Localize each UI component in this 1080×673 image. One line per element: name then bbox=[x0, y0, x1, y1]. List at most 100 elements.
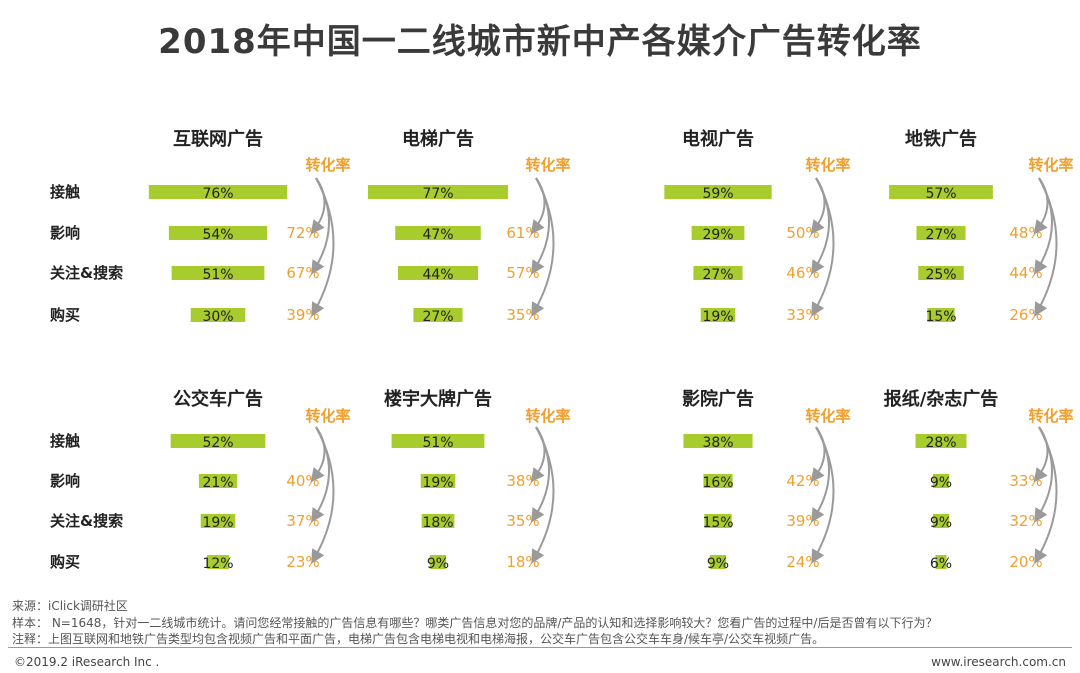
bar bbox=[198, 474, 238, 488]
footer-note: 注释：上图互联网和地铁广告类型均包含视频广告和平面广告，电梯广告包含电梯电视和电… bbox=[12, 632, 825, 646]
panel-title: 公交车广告 bbox=[173, 388, 263, 410]
bar-value-label: 12% bbox=[202, 556, 233, 572]
bar-value-label: 27% bbox=[702, 267, 733, 283]
bar bbox=[421, 514, 455, 528]
bar-value-label: 19% bbox=[422, 475, 453, 491]
bar bbox=[395, 226, 481, 240]
bar-value-label: 57% bbox=[925, 186, 956, 202]
bar-value-label: 54% bbox=[202, 227, 233, 243]
category-label: 关注&搜索 bbox=[50, 512, 123, 530]
bar bbox=[704, 514, 732, 528]
bar bbox=[918, 266, 964, 280]
bar bbox=[170, 434, 266, 448]
bar-value-label: 29% bbox=[702, 227, 733, 243]
conversion-value: 50% bbox=[786, 224, 819, 242]
bar bbox=[168, 226, 268, 240]
bar-value-label: 28% bbox=[925, 435, 956, 451]
bar-value-label: 9% bbox=[427, 556, 449, 572]
conversion-arrow bbox=[811, 177, 835, 317]
website-url: www.iresearch.com.cn bbox=[931, 655, 1066, 669]
bar-value-label: 9% bbox=[707, 556, 729, 572]
conversion-label: 转化率 bbox=[805, 407, 850, 425]
conversion-value: 26% bbox=[1009, 306, 1042, 324]
bar bbox=[691, 226, 745, 240]
bar-value-label: 52% bbox=[202, 435, 233, 451]
bar-value-label: 27% bbox=[422, 309, 453, 325]
bar bbox=[397, 266, 479, 280]
panel-title: 影院广告 bbox=[682, 388, 754, 410]
conversion-arrow bbox=[311, 177, 335, 317]
panel-title: 电梯广告 bbox=[402, 128, 474, 150]
bar bbox=[916, 226, 966, 240]
bar-value-label: 77% bbox=[422, 186, 453, 202]
conversion-value: 48% bbox=[1009, 224, 1042, 242]
conversion-label: 转化率 bbox=[525, 407, 570, 425]
category-label: 关注&搜索 bbox=[50, 264, 123, 282]
conversion-arrow bbox=[531, 426, 555, 564]
bar-value-label: 30% bbox=[202, 309, 233, 325]
bar bbox=[413, 308, 463, 322]
conversion-value: 72% bbox=[286, 224, 319, 242]
bar-value-label: 21% bbox=[202, 475, 233, 491]
conversion-value: 24% bbox=[786, 553, 819, 571]
bar bbox=[200, 514, 236, 528]
bar bbox=[693, 266, 743, 280]
category-label: 影响 bbox=[50, 472, 80, 490]
bar-value-label: 19% bbox=[702, 309, 733, 325]
bar bbox=[935, 555, 947, 569]
bar bbox=[190, 308, 246, 322]
conversion-arrow bbox=[1034, 177, 1058, 317]
bar-value-label: 18% bbox=[422, 515, 453, 531]
conversion-label: 转化率 bbox=[305, 156, 350, 174]
bar bbox=[148, 185, 288, 199]
conversion-value: 33% bbox=[786, 306, 819, 324]
conversion-label: 转化率 bbox=[305, 407, 350, 425]
footer-source: 来源：iClick调研社区 bbox=[12, 599, 128, 613]
bar bbox=[420, 474, 456, 488]
page-title: 2018年中国一二线城市新中产各媒介广告转化率 bbox=[158, 22, 922, 62]
conversion-value: 20% bbox=[1009, 553, 1042, 571]
bar bbox=[700, 308, 736, 322]
bar-value-label: 16% bbox=[702, 475, 733, 491]
conversion-value: 40% bbox=[286, 472, 319, 490]
conversion-value: 23% bbox=[286, 553, 319, 571]
bar-value-label: 19% bbox=[202, 515, 233, 531]
category-label: 购买 bbox=[50, 306, 80, 324]
conversion-label: 转化率 bbox=[1028, 407, 1073, 425]
bar bbox=[932, 474, 950, 488]
panel-title: 报纸/杂志广告 bbox=[884, 388, 999, 410]
category-label: 购买 bbox=[50, 553, 80, 571]
panel-title: 电视广告 bbox=[682, 128, 754, 150]
bar bbox=[683, 434, 753, 448]
category-label: 接触 bbox=[50, 432, 80, 450]
bar-value-label: 51% bbox=[202, 267, 233, 283]
bar-value-label: 15% bbox=[702, 515, 733, 531]
bar bbox=[664, 185, 772, 199]
bar-value-label: 59% bbox=[702, 186, 733, 202]
bar bbox=[709, 555, 727, 569]
bar bbox=[932, 514, 950, 528]
bar-value-label: 9% bbox=[930, 515, 952, 531]
bar-value-label: 27% bbox=[925, 227, 956, 243]
conversion-value: 42% bbox=[786, 472, 819, 490]
conversion-label: 转化率 bbox=[805, 156, 850, 174]
panel-title: 地铁广告 bbox=[905, 128, 977, 150]
conversion-value: 44% bbox=[1009, 264, 1042, 282]
category-label: 接触 bbox=[50, 183, 80, 201]
conversion-value: 32% bbox=[1009, 512, 1042, 530]
conversion-arrow bbox=[311, 426, 335, 564]
bar bbox=[927, 308, 955, 322]
panel-title: 楼宇大牌广告 bbox=[384, 388, 492, 410]
conversion-value: 18% bbox=[506, 553, 539, 571]
bar-value-label: 9% bbox=[930, 475, 952, 491]
conversion-value: 35% bbox=[506, 306, 539, 324]
conversion-value: 39% bbox=[786, 512, 819, 530]
conversion-value: 37% bbox=[286, 512, 319, 530]
bar-value-label: 76% bbox=[202, 186, 233, 202]
